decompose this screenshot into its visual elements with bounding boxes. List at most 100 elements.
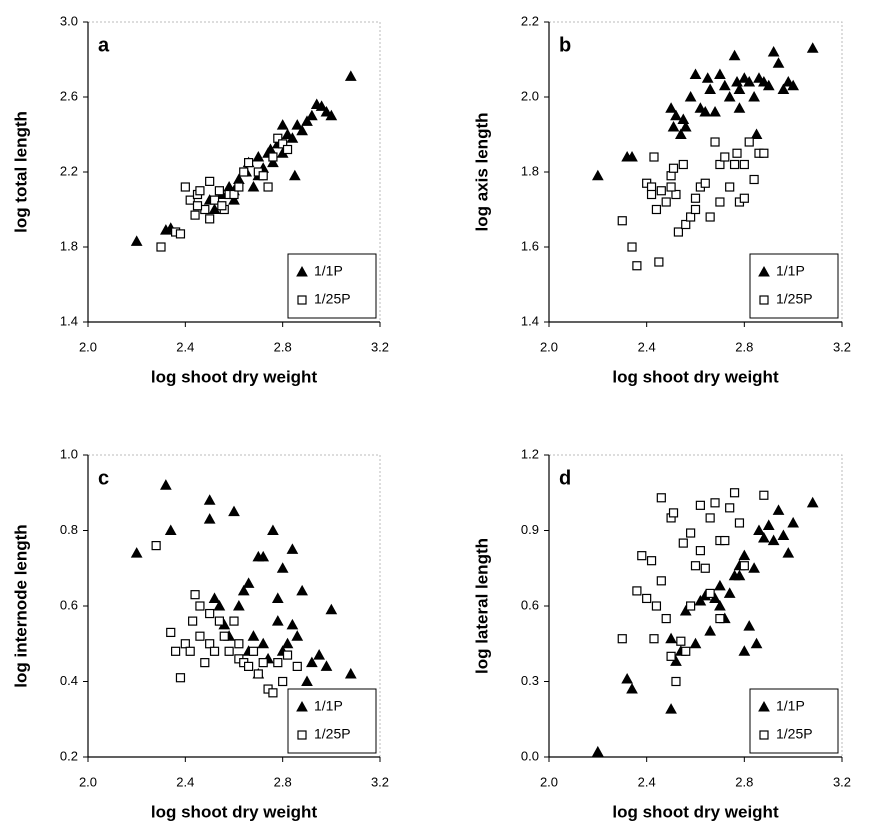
- point: [750, 128, 763, 139]
- point: [315, 100, 328, 111]
- x-axis-label: log shoot dry weight: [612, 802, 779, 821]
- y-tick-label: 1.6: [521, 238, 539, 253]
- point: [253, 669, 263, 679]
- y-axis-label: log lateral length: [472, 538, 491, 674]
- point: [219, 631, 229, 641]
- x-tick-label: 2.4: [176, 774, 194, 789]
- point: [151, 540, 161, 551]
- point: [738, 72, 751, 83]
- x-tick-label: 3.2: [833, 774, 851, 789]
- point: [725, 503, 735, 513]
- legend-label: 1/25P: [776, 726, 813, 742]
- point: [700, 563, 710, 573]
- point: [729, 159, 740, 170]
- point: [738, 645, 751, 656]
- panel-label: a: [98, 34, 110, 56]
- point: [200, 658, 210, 668]
- point: [782, 75, 795, 87]
- point: [192, 201, 203, 211]
- legend-label: 1/1P: [314, 698, 343, 714]
- legend-box: [287, 253, 377, 319]
- point: [651, 601, 662, 611]
- panel: 2.0 2.4 2.8 3.2 1.4 1.8 2.2 2.6 3.0 log shoot dry…: [11, 13, 389, 386]
- x-tick-label: 2.8: [735, 774, 753, 789]
- x-tick-label: 2.8: [735, 339, 753, 354]
- legend-label: 1/25P: [314, 726, 351, 742]
- point: [690, 193, 701, 203]
- x-tick-label: 2.8: [274, 339, 292, 354]
- point: [699, 105, 712, 117]
- point: [214, 616, 224, 626]
- point: [704, 625, 716, 636]
- x-tick-label: 2.4: [176, 339, 194, 354]
- point: [228, 194, 240, 205]
- point: [705, 212, 715, 222]
- point: [718, 79, 731, 91]
- legend-label: 1/25P: [776, 291, 813, 307]
- point: [205, 639, 215, 649]
- point: [209, 646, 220, 656]
- y-tick-label: 3.0: [60, 13, 78, 28]
- point: [306, 656, 318, 668]
- point: [656, 576, 666, 586]
- y-axis-label: log axis length: [472, 112, 491, 231]
- point: [661, 197, 671, 207]
- legend-marker: [296, 700, 308, 712]
- point: [252, 150, 265, 162]
- y-tick-label: 1.8: [60, 238, 78, 253]
- point: [190, 590, 200, 600]
- point: [787, 516, 800, 528]
- legend-marker: [296, 265, 308, 277]
- point: [694, 594, 707, 606]
- point: [654, 257, 664, 267]
- point: [626, 150, 638, 162]
- point: [278, 139, 288, 149]
- y-tick-label: 0.3: [521, 673, 539, 688]
- y-tick-label: 2.2: [60, 163, 78, 178]
- point: [591, 169, 604, 181]
- point: [208, 203, 221, 214]
- point: [175, 673, 186, 683]
- point: [244, 158, 254, 168]
- point: [160, 479, 172, 490]
- point: [762, 519, 775, 530]
- y-tick-label: 2.6: [60, 88, 78, 103]
- y-tick-label: 0.0: [521, 748, 539, 763]
- x-tick-label: 2.4: [638, 339, 656, 354]
- point: [242, 577, 255, 588]
- point: [767, 534, 780, 546]
- point: [617, 216, 627, 226]
- point: [743, 620, 756, 631]
- point: [244, 661, 254, 672]
- point: [209, 195, 220, 205]
- point: [675, 128, 687, 139]
- point: [325, 109, 338, 121]
- point: [753, 524, 765, 535]
- point: [678, 538, 688, 548]
- point: [720, 535, 730, 546]
- point: [665, 703, 677, 714]
- point: [257, 550, 270, 562]
- point: [759, 490, 769, 500]
- point: [234, 182, 244, 192]
- x-tick-label: 2.0: [79, 774, 97, 789]
- point: [715, 159, 725, 170]
- point: [621, 672, 633, 684]
- point: [739, 193, 749, 203]
- point: [234, 639, 244, 649]
- point: [301, 115, 313, 126]
- y-tick-label: 1.8: [521, 163, 539, 178]
- point: [637, 551, 647, 561]
- point: [268, 688, 278, 698]
- point: [720, 152, 730, 162]
- point: [787, 79, 800, 91]
- point: [626, 683, 638, 694]
- legend-label: 1/1P: [776, 263, 805, 279]
- point: [166, 627, 176, 638]
- point: [320, 105, 333, 117]
- point: [739, 561, 749, 571]
- point: [738, 549, 751, 561]
- x-axis-label: log shoot dry weight: [151, 367, 318, 386]
